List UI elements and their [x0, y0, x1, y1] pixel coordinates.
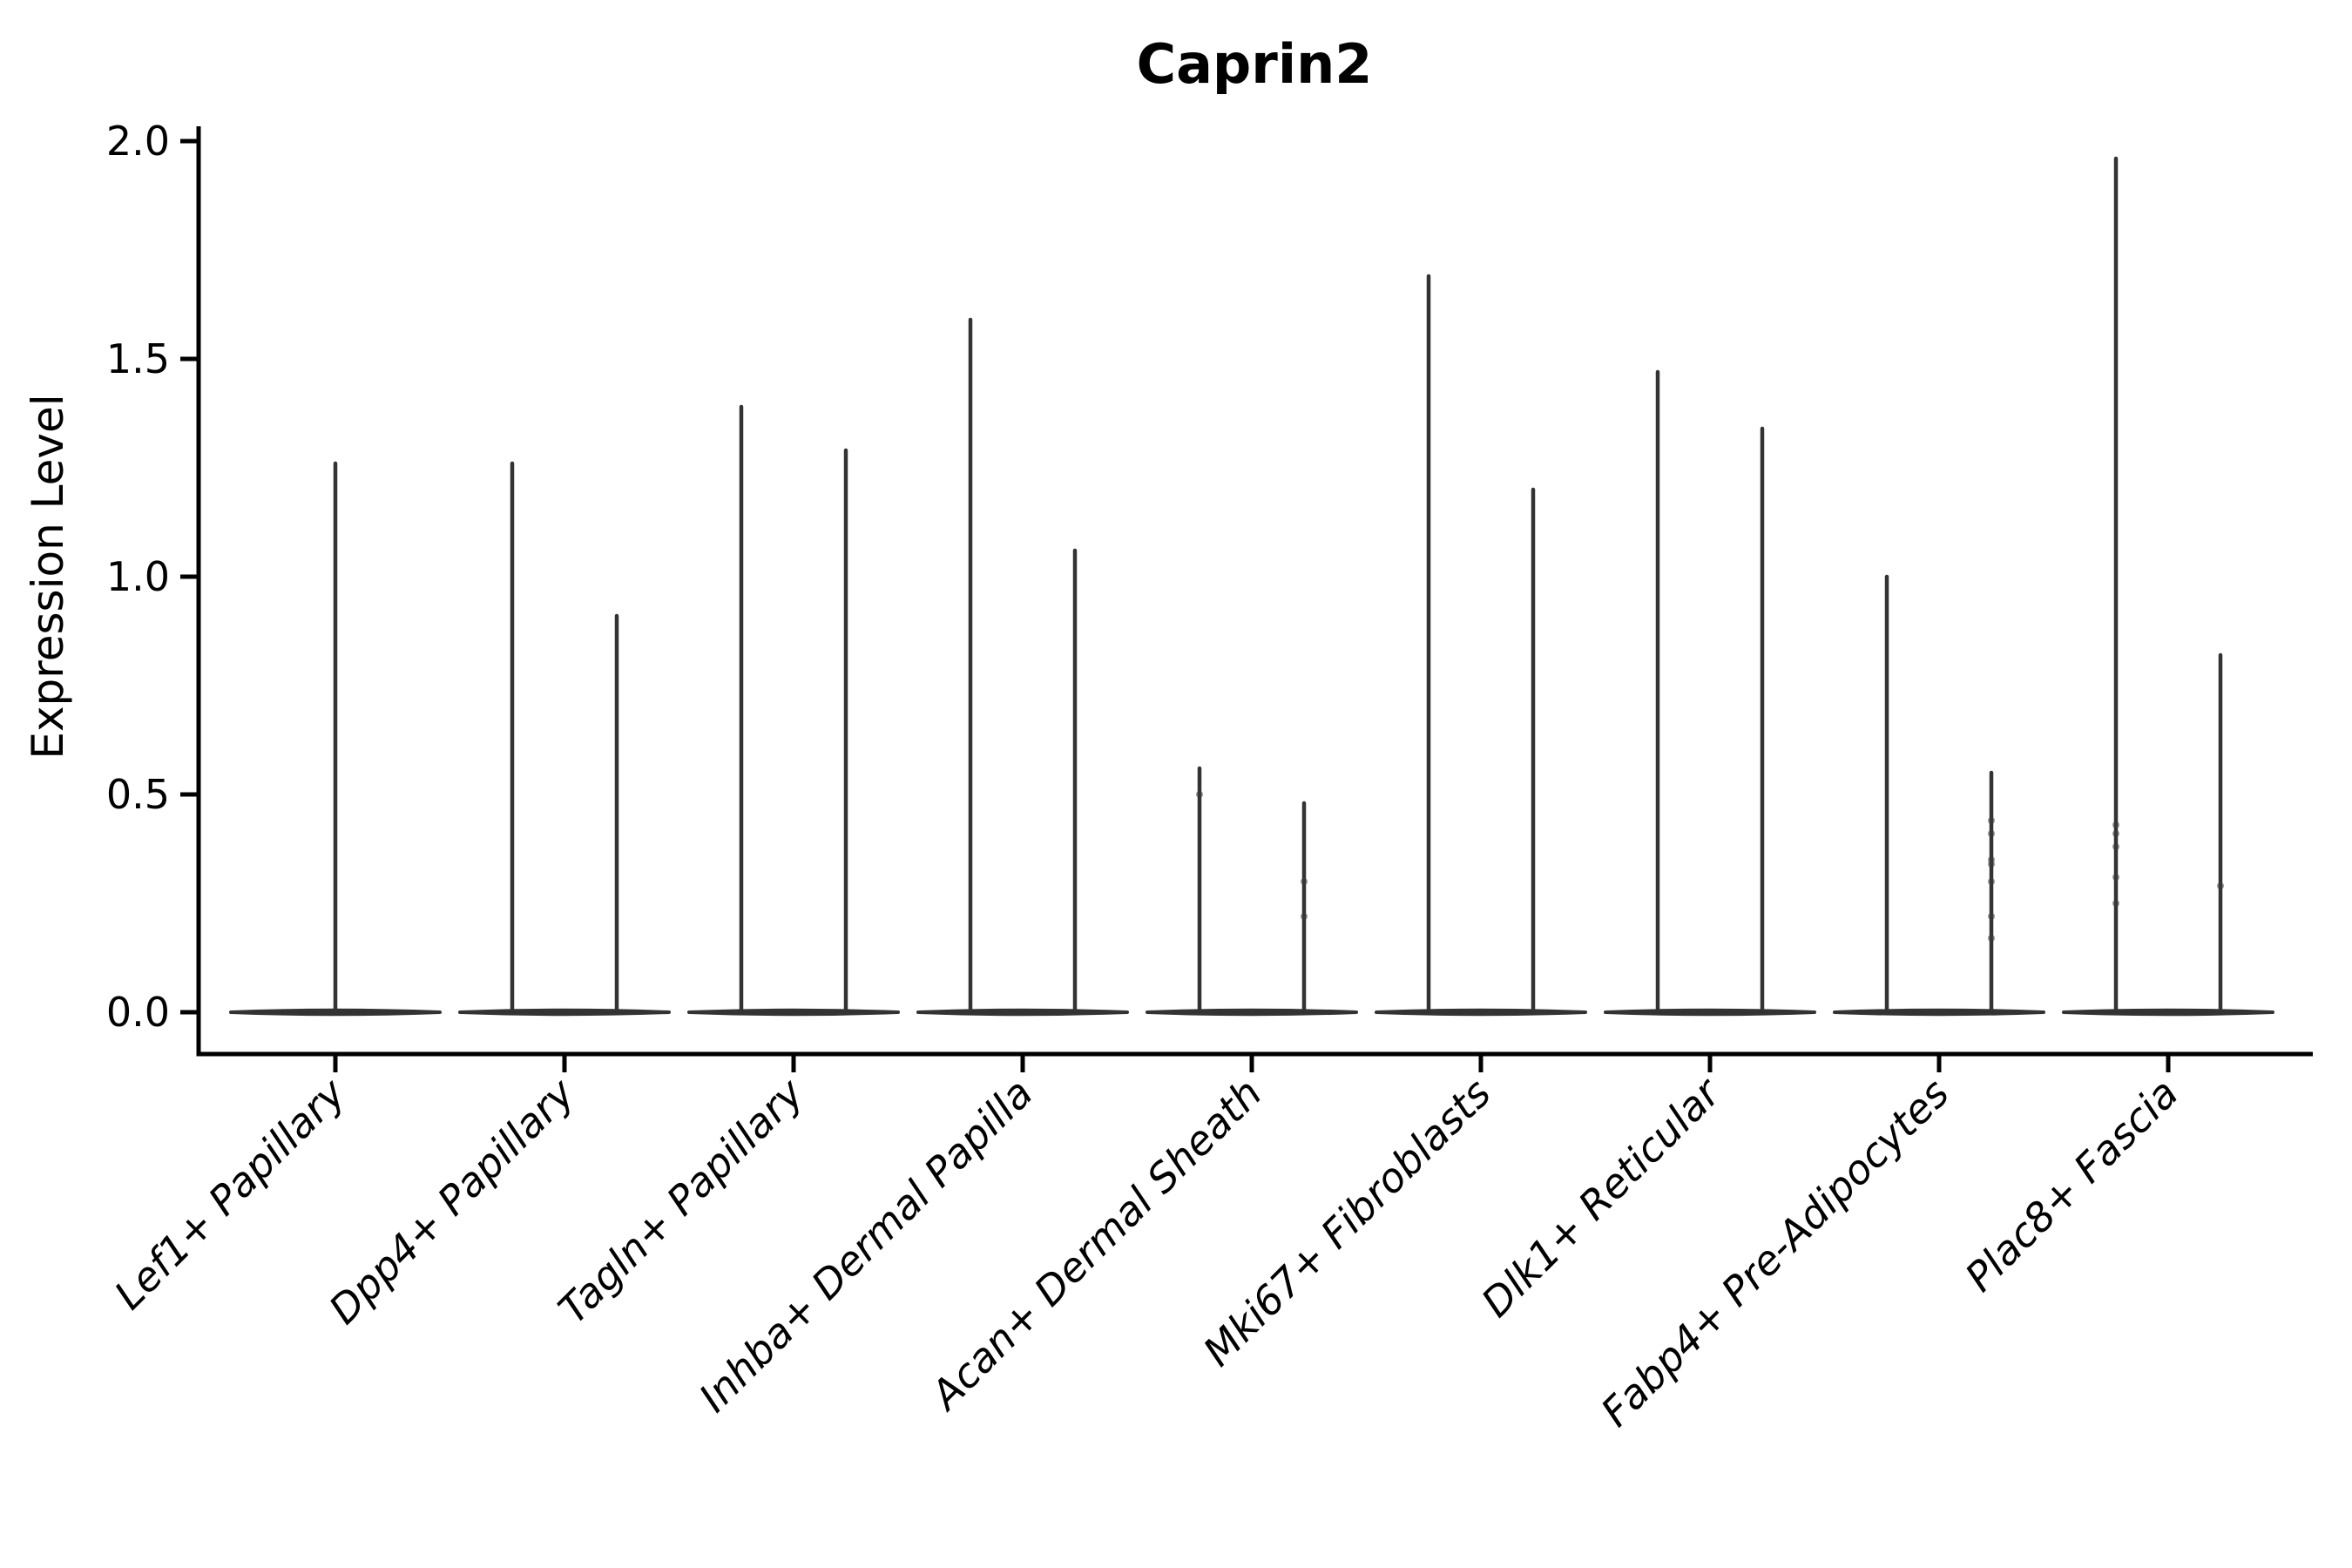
violin-base	[1375, 1008, 1587, 1017]
violin-base	[2062, 1008, 2274, 1017]
jitter-point	[2112, 900, 2119, 907]
jitter-point	[1988, 913, 1995, 920]
jitter-point	[1988, 817, 1995, 824]
violin-base	[1604, 1008, 1816, 1017]
violin-base	[458, 1008, 671, 1017]
violin-base	[1833, 1008, 2045, 1017]
y-tick-label: 2.0	[106, 118, 170, 165]
jitter-point	[1301, 913, 1308, 920]
jitter-point	[2112, 874, 2119, 881]
jitter-point	[2112, 821, 2119, 828]
y-axis-label: Expression Level	[23, 394, 73, 759]
violin-base	[687, 1008, 900, 1017]
y-tick-label: 0.5	[106, 771, 170, 818]
violins	[229, 156, 2274, 1017]
x-tick-label: Plac8+ Fascia	[1956, 1070, 2186, 1301]
x-tick-label: Dpp4+ Papillary	[320, 1069, 584, 1333]
jitter-point	[1301, 878, 1308, 885]
jitter-point	[2217, 882, 2224, 889]
jitter-point	[1988, 861, 1995, 868]
jitter-point	[2112, 843, 2119, 850]
jitter-point	[1988, 830, 1995, 837]
violin-base	[1146, 1008, 1358, 1017]
y-tick-label: 0.0	[106, 989, 170, 1036]
x-tick-label: Tagln+ Papillary	[549, 1069, 813, 1333]
jitter-point	[1196, 791, 1203, 798]
x-tick-label: Lef1+ Papillary	[105, 1069, 355, 1318]
jitter-point	[1988, 878, 1995, 885]
jitter-point	[1988, 935, 1995, 942]
jitter-point	[2112, 830, 2119, 837]
y-tick-label: 1.0	[106, 553, 170, 600]
chart-title: Caprin2	[1137, 32, 1373, 96]
axes	[180, 126, 2313, 1072]
violin-base	[916, 1008, 1129, 1017]
x-tick-label: Dlk1+ Reticular	[1472, 1067, 1731, 1326]
y-tick-label: 1.5	[106, 335, 170, 382]
